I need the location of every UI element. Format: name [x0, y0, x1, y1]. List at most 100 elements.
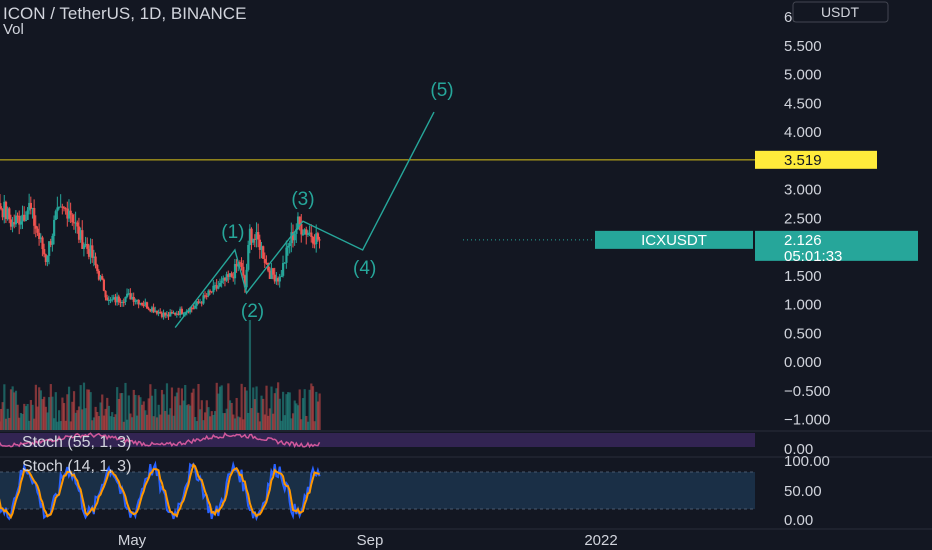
candle-body[interactable]	[306, 233, 310, 235]
candle-body[interactable]	[1, 208, 4, 218]
candle-body[interactable]	[278, 276, 281, 282]
candle-body[interactable]	[79, 230, 82, 240]
candle-body[interactable]	[26, 210, 29, 220]
candle-body[interactable]	[97, 271, 101, 280]
candle-body[interactable]	[189, 307, 192, 313]
candle-body[interactable]	[283, 262, 286, 264]
candle-body[interactable]	[212, 285, 215, 293]
wave-label[interactable]: (5)	[430, 80, 453, 101]
candle-body[interactable]	[58, 206, 61, 208]
candle-body[interactable]	[315, 233, 318, 245]
candle-body[interactable]	[159, 311, 162, 314]
candle-body[interactable]	[106, 297, 109, 301]
candle-body[interactable]	[265, 262, 268, 264]
candle-body[interactable]	[167, 314, 170, 317]
candle-body[interactable]	[119, 301, 122, 303]
candle-body[interactable]	[232, 276, 235, 279]
candle-body[interactable]	[62, 207, 66, 209]
candle-body[interactable]	[257, 232, 260, 240]
candle-body[interactable]	[247, 244, 250, 270]
candle-body[interactable]	[54, 211, 57, 220]
candle-body[interactable]	[162, 312, 165, 317]
candle-body[interactable]	[101, 276, 104, 280]
candle-body[interactable]	[124, 296, 127, 303]
candle-body[interactable]	[157, 311, 160, 314]
candle-body[interactable]	[220, 280, 223, 283]
candle-body[interactable]	[165, 314, 169, 316]
candle-body[interactable]	[177, 313, 180, 316]
candle-body[interactable]	[56, 207, 59, 212]
candle-body[interactable]	[92, 256, 96, 258]
candle-body[interactable]	[267, 263, 270, 271]
candle-body[interactable]	[104, 290, 107, 298]
candle-body[interactable]	[275, 278, 278, 282]
candle-body[interactable]	[245, 269, 248, 288]
candle-body[interactable]	[96, 265, 99, 272]
candle-body[interactable]	[255, 232, 258, 240]
candle-body[interactable]	[179, 308, 182, 316]
candle-body[interactable]	[150, 307, 154, 312]
candle-body[interactable]	[295, 229, 298, 234]
candle-body[interactable]	[263, 258, 266, 263]
candle-body[interactable]	[213, 285, 217, 287]
candle-body[interactable]	[102, 279, 106, 291]
candle-body[interactable]	[71, 214, 74, 223]
candle-body[interactable]	[147, 308, 150, 310]
candle-body[interactable]	[287, 245, 290, 248]
candle-body[interactable]	[282, 263, 285, 276]
candle-body[interactable]	[217, 286, 220, 289]
candle-body[interactable]	[164, 312, 167, 316]
candle-body[interactable]	[187, 310, 190, 313]
candle-body[interactable]	[46, 255, 49, 263]
candle-body[interactable]	[111, 299, 114, 301]
candle-body[interactable]	[250, 228, 253, 243]
candle-body[interactable]	[69, 210, 72, 215]
currency-badge[interactable]	[792, 1, 889, 23]
candle-body[interactable]	[117, 296, 120, 302]
candle-body[interactable]	[316, 233, 320, 240]
candle-body[interactable]	[145, 302, 149, 309]
candle-body[interactable]	[280, 275, 283, 277]
candle-body[interactable]	[19, 221, 23, 225]
candle-body[interactable]	[174, 312, 177, 315]
candle-body[interactable]	[190, 307, 193, 309]
candle-body[interactable]	[127, 293, 130, 295]
candle-body[interactable]	[233, 264, 237, 279]
candle-body[interactable]	[172, 312, 175, 314]
candle-body[interactable]	[29, 202, 33, 209]
candle-body[interactable]	[132, 296, 135, 302]
candle-body[interactable]	[33, 207, 36, 226]
candle-body[interactable]	[107, 299, 110, 301]
candle-body[interactable]	[277, 278, 280, 282]
candle-body[interactable]	[36, 228, 39, 233]
wave-label[interactable]: (2)	[241, 301, 264, 322]
elliott-wave-drawing[interactable]: (1) (2) (3) (4) (5)	[174, 80, 454, 328]
candle-body[interactable]	[44, 254, 47, 263]
candle-body[interactable]	[290, 232, 293, 244]
candle-body[interactable]	[248, 228, 252, 245]
candle-body[interactable]	[66, 208, 69, 219]
candle-body[interactable]	[200, 302, 203, 304]
candle-body[interactable]	[134, 300, 137, 302]
candle-body[interactable]	[218, 282, 222, 287]
candle-body[interactable]	[84, 244, 87, 246]
candle-body[interactable]	[116, 296, 119, 303]
candle-body[interactable]	[285, 247, 288, 263]
candle-body[interactable]	[139, 302, 142, 305]
candle-body[interactable]	[152, 307, 155, 313]
last-price-badge[interactable]	[755, 230, 918, 261]
candle-body[interactable]	[89, 245, 92, 257]
candle-body[interactable]	[230, 273, 233, 277]
candle-body[interactable]	[215, 285, 218, 289]
candle-body[interactable]	[28, 202, 31, 211]
candle-body[interactable]	[175, 313, 179, 315]
candle-body[interactable]	[18, 215, 21, 225]
candle-body[interactable]	[49, 241, 52, 245]
candle-body[interactable]	[87, 248, 91, 257]
candle-body[interactable]	[291, 232, 295, 241]
candle-body[interactable]	[204, 295, 207, 297]
candle-body[interactable]	[262, 246, 265, 259]
candle-body[interactable]	[43, 249, 46, 255]
candle-body[interactable]	[252, 238, 255, 243]
